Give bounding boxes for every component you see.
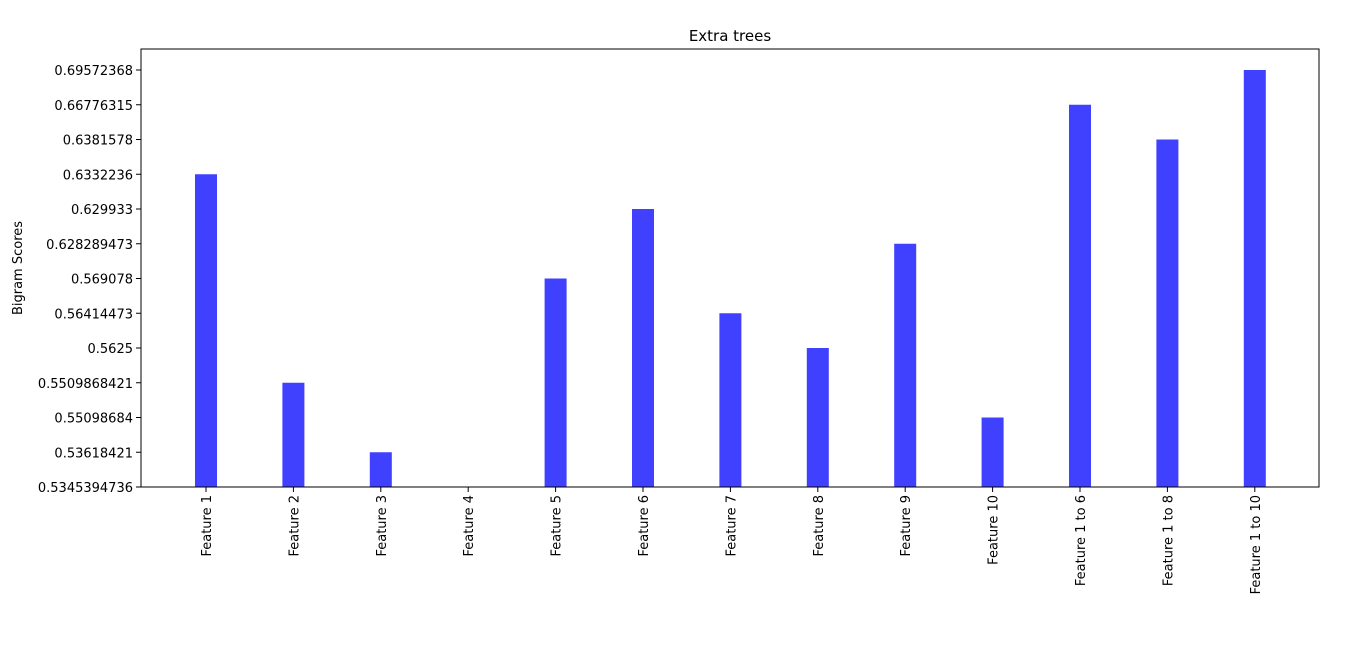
- bar: [282, 382, 305, 487]
- bar: [981, 417, 1004, 487]
- bar: [1069, 104, 1091, 487]
- x-tick-label: Feature 6: [637, 495, 652, 557]
- x-tick-label: Feature 3: [375, 495, 390, 557]
- y-tick-label: 0.69572368: [54, 64, 133, 79]
- bar: [1156, 139, 1179, 487]
- bars-group: [195, 70, 1266, 487]
- bar: [719, 313, 742, 487]
- y-tick-label: 0.569078: [71, 273, 133, 288]
- bar: [806, 348, 829, 487]
- y-tick-label: 0.6332236: [63, 168, 133, 183]
- x-tick-label: Feature 1 to 8: [1161, 495, 1176, 586]
- x-tick-label: Feature 8: [812, 495, 827, 557]
- plot-frame: [140, 48, 1320, 488]
- x-tick-label: Feature 4: [462, 495, 477, 557]
- bar: [369, 452, 392, 487]
- bar: [544, 278, 567, 487]
- y-tick-label: 0.53618421: [54, 446, 133, 461]
- y-tick-label: 0.5509868421: [38, 377, 133, 392]
- y-tick-label: 0.5625: [88, 342, 134, 357]
- x-tick-label: Feature 1: [200, 495, 215, 557]
- bar: [894, 243, 917, 487]
- y-tick-label: 0.66776315: [54, 99, 133, 114]
- bar: [632, 209, 654, 487]
- x-tick-label: Feature 2: [287, 495, 302, 557]
- y-tick-label: 0.55098684: [54, 412, 133, 427]
- chart-title: Extra trees: [689, 27, 772, 45]
- x-tick-label: Feature 10: [987, 495, 1002, 565]
- y-tick-label: 0.5345394736: [38, 481, 133, 496]
- bar: [195, 174, 217, 487]
- x-tick-label: Feature 7: [724, 495, 739, 557]
- x-tick-label: Feature 5: [550, 495, 565, 557]
- y-tick-label: 0.629933: [71, 203, 133, 218]
- y-tick-label: 0.6381578: [63, 134, 133, 149]
- y-ticks-group: 0.5345394736 0.53618421 0.55098684 0.550986…: [38, 64, 141, 496]
- x-ticks-group: Feature 1 Feature 2 Feature 3 Feature 4 Feat…: [200, 487, 1264, 594]
- y-tick-label: 0.628289473: [46, 238, 133, 253]
- x-tick-label: Feature 1 to 6: [1074, 495, 1089, 586]
- y-tick-label: 0.56414473: [54, 307, 133, 322]
- x-tick-label: Feature 1 to 10: [1249, 495, 1264, 594]
- bar: [1243, 70, 1266, 487]
- y-axis-label: Bigram Scores: [11, 221, 26, 315]
- x-tick-label: Feature 9: [899, 495, 914, 557]
